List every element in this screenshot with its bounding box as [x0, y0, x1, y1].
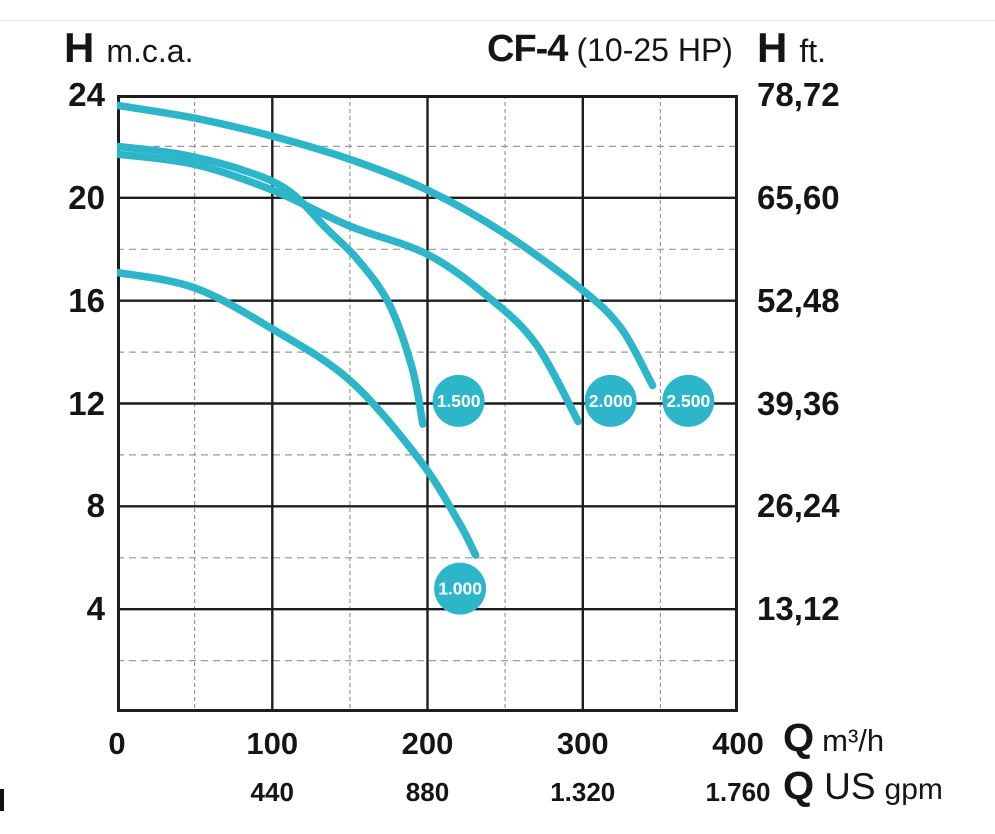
- y-tick-mca-16: 16: [68, 281, 105, 319]
- right-axis-unit: ft.: [799, 33, 827, 69]
- y-tick-ft-8: 26,24: [757, 487, 840, 525]
- x-tick-usgpm-200: 880: [405, 777, 450, 807]
- pump-curve-chart: 1.000 1.500 2.000 2.500: [113, 95, 738, 712]
- x-tick-m3h-400: 400: [712, 726, 764, 761]
- x-tick-m3h-0: 0: [108, 726, 126, 761]
- left-axis-unit: m.c.a.: [106, 33, 194, 69]
- plot-border: [117, 95, 738, 712]
- curve-label-bubble-2.000: 2.000: [584, 374, 637, 427]
- y-tick-ft-4: 13,12: [757, 590, 840, 628]
- chart-title-model: CF-4: [487, 28, 568, 70]
- y-tick-mca-4: 4: [86, 590, 105, 628]
- x-tick-usgpm-100: 440: [250, 777, 294, 807]
- svg-text:1.500: 1.500: [437, 391, 481, 411]
- chart-title: CF-4 (10-25 HP): [487, 28, 733, 71]
- x-tick-usgpm-400: 1.760: [705, 777, 771, 807]
- svg-text:1.000: 1.000: [438, 579, 482, 599]
- flow-symbol-gpm: Q: [783, 764, 815, 808]
- svg-text:2.500: 2.500: [666, 391, 710, 411]
- x-tick-m3h-100: 100: [246, 726, 299, 761]
- pump-curve-2.500: [113, 101, 657, 390]
- y-tick-ft-16: 52,48: [757, 281, 840, 319]
- curve-label-bubble-2.500: 2.500: [662, 374, 715, 427]
- x-tick-usgpm-300: 1.320: [550, 777, 616, 807]
- m3h-unit-label: m³/h: [822, 723, 885, 758]
- pump-curve-1.500: [113, 142, 427, 428]
- pump-curve-1.000: [113, 268, 480, 559]
- chart-svg: 1.000 1.500 2.000 2.500: [113, 95, 738, 712]
- y-tick-mca-24: 24: [68, 76, 105, 113]
- page-corner-mark: [0, 789, 4, 811]
- pump-curve-2.000: [113, 150, 582, 426]
- left-axis-symbol: H: [64, 24, 94, 71]
- top-divider: [0, 20, 995, 21]
- chart-title-power-range: (10-25 HP): [576, 32, 733, 68]
- curve-label-bubble-1.000: 1.000: [434, 562, 487, 615]
- x-tick-m3h-300: 300: [556, 726, 609, 761]
- svg-text:2.000: 2.000: [589, 391, 633, 411]
- y-tick-mca-20: 20: [68, 178, 105, 216]
- x-axis-unit-secondary: Q US gpm: [783, 764, 943, 809]
- y-tick-ft-24: 78,72: [757, 76, 840, 113]
- us-unit-label: US: [824, 766, 876, 807]
- y-tick-mca-8: 8: [86, 487, 105, 525]
- right-axis-symbol: H: [757, 24, 787, 71]
- flow-symbol-m3h: Q: [783, 716, 815, 760]
- y-tick-ft-20: 65,60: [757, 178, 840, 216]
- y-tick-ft-12: 39,36: [757, 384, 840, 422]
- curve-label-bubble-1.500: 1.500: [432, 374, 485, 427]
- y-tick-mca-12: 12: [68, 384, 105, 422]
- gpm-unit-label: gpm: [884, 773, 943, 806]
- x-tick-m3h-200: 200: [401, 726, 454, 761]
